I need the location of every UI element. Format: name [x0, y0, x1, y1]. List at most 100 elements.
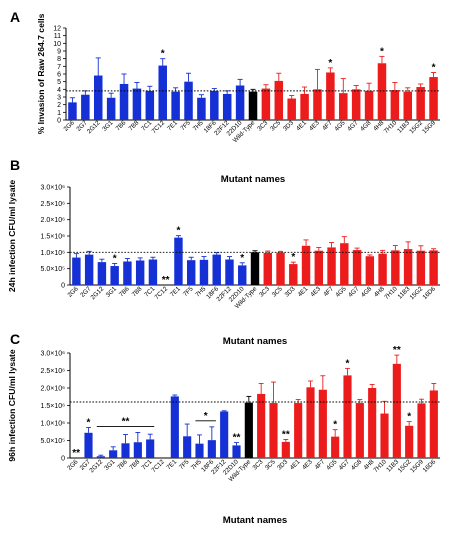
y-tick-label: 2.5×10⁶	[41, 368, 66, 375]
category-label: 7B6	[115, 119, 128, 132]
bar	[72, 257, 81, 285]
bar	[390, 90, 400, 120]
bar	[294, 403, 303, 458]
y-tick-label: 11	[54, 33, 61, 40]
bar	[378, 253, 387, 285]
bar	[326, 72, 335, 120]
bar	[123, 261, 132, 285]
panel-b: B 0 5.0×10⁵ 1.0×10⁶ 1.5×10⁶ 2.0×10⁶ 2.5×10⁶ 3.0…	[7, 157, 440, 347]
bar	[257, 393, 266, 458]
bar	[405, 425, 414, 458]
category-label: 2G6	[62, 119, 76, 133]
y-tick-label: 0	[57, 118, 61, 125]
y-tick-label: 7	[57, 64, 61, 71]
category-label: 4G8	[360, 285, 374, 299]
bar	[377, 63, 387, 120]
bar	[171, 91, 180, 120]
bar	[135, 260, 145, 285]
bar	[145, 90, 155, 120]
y-tick-label: 2.5×10⁶	[41, 201, 66, 208]
significance-marker: *	[204, 411, 208, 422]
significance-marker: **	[122, 416, 130, 427]
category-label: 4G7	[347, 285, 361, 299]
bar	[318, 389, 327, 458]
category-label: 3G1	[103, 458, 117, 472]
panel-c: C 0 5.0×10⁵ 1.0×10⁶ 1.5×10⁶ 2.0×10⁶ 2.5×10⁶ 3.0…	[7, 331, 440, 526]
bar	[146, 439, 155, 458]
bar	[331, 436, 340, 458]
bar	[109, 450, 118, 458]
bar	[244, 402, 253, 458]
bar	[225, 259, 234, 285]
bar	[391, 250, 400, 285]
bar	[121, 443, 130, 458]
bar	[235, 85, 245, 120]
y-tick-label: 9	[57, 49, 61, 56]
category-label: 4F7	[321, 119, 334, 132]
category-label: 3G1	[105, 285, 119, 299]
bar	[222, 93, 232, 120]
category-label: 7F5	[179, 119, 192, 132]
y-tick-label: 3.0×10⁶	[41, 185, 66, 192]
bar	[170, 396, 179, 458]
bar	[207, 440, 216, 458]
bar	[301, 245, 311, 285]
panel-letter: C	[10, 331, 20, 347]
significance-marker: *	[328, 58, 332, 69]
category-label: 4F7	[314, 458, 327, 471]
category-label: 7E1	[169, 285, 182, 298]
panel-letter: A	[10, 9, 20, 25]
y-tick-label: 12	[53, 26, 61, 33]
category-label: 3G1	[101, 119, 115, 133]
category-label: 16D6	[421, 285, 437, 301]
category-label: 15G9	[421, 119, 437, 135]
y-tick-label: 3	[57, 95, 61, 102]
category-label: 3C3	[251, 458, 264, 471]
bar	[269, 403, 278, 458]
category-label: 7F5	[178, 458, 191, 471]
category-label: 7E1	[166, 119, 179, 132]
panel-letter: B	[10, 157, 20, 173]
bar	[281, 441, 290, 458]
significance-marker: *	[161, 49, 165, 60]
category-label: 7C12	[151, 119, 167, 135]
x-axis-label: Mutant names	[223, 515, 288, 526]
bar	[417, 403, 426, 458]
category-label: 2G12	[88, 458, 104, 474]
category-label: 4G7	[338, 458, 352, 472]
category-label: 2G6	[66, 285, 80, 299]
x-axis-label: Mutant names	[223, 336, 288, 347]
y-axis-label: % Invasion of Raw 264.7 cells	[36, 13, 46, 134]
bar	[183, 436, 192, 458]
significance-marker: *	[176, 226, 180, 237]
category-label: 3C3	[256, 119, 269, 132]
category-label: 15G2	[408, 285, 424, 301]
bar	[250, 252, 260, 285]
bar	[97, 262, 107, 285]
bar	[339, 93, 348, 120]
category-label: 15G2	[408, 119, 424, 135]
category-label: 7C12	[154, 285, 170, 301]
bar	[220, 411, 229, 458]
y-tick-label: 10	[53, 41, 61, 48]
y-tick-label: 1	[57, 110, 61, 117]
bar	[248, 91, 258, 120]
bar	[238, 265, 247, 285]
category-label: 4G5	[333, 119, 347, 133]
significance-marker: *	[333, 420, 337, 431]
bar	[365, 256, 375, 285]
bar	[106, 97, 116, 120]
significance-marker: *	[240, 253, 244, 264]
category-label: 16D6	[422, 458, 438, 474]
significance-marker: *	[87, 418, 91, 429]
significance-marker: **	[162, 275, 170, 286]
bar	[119, 83, 129, 120]
bar	[96, 456, 105, 458]
significance-marker: *	[407, 412, 411, 423]
bar	[300, 93, 309, 120]
significance-marker: **	[393, 345, 401, 356]
bar	[212, 254, 221, 285]
bar	[416, 87, 425, 120]
category-label: 3D3	[284, 285, 297, 298]
